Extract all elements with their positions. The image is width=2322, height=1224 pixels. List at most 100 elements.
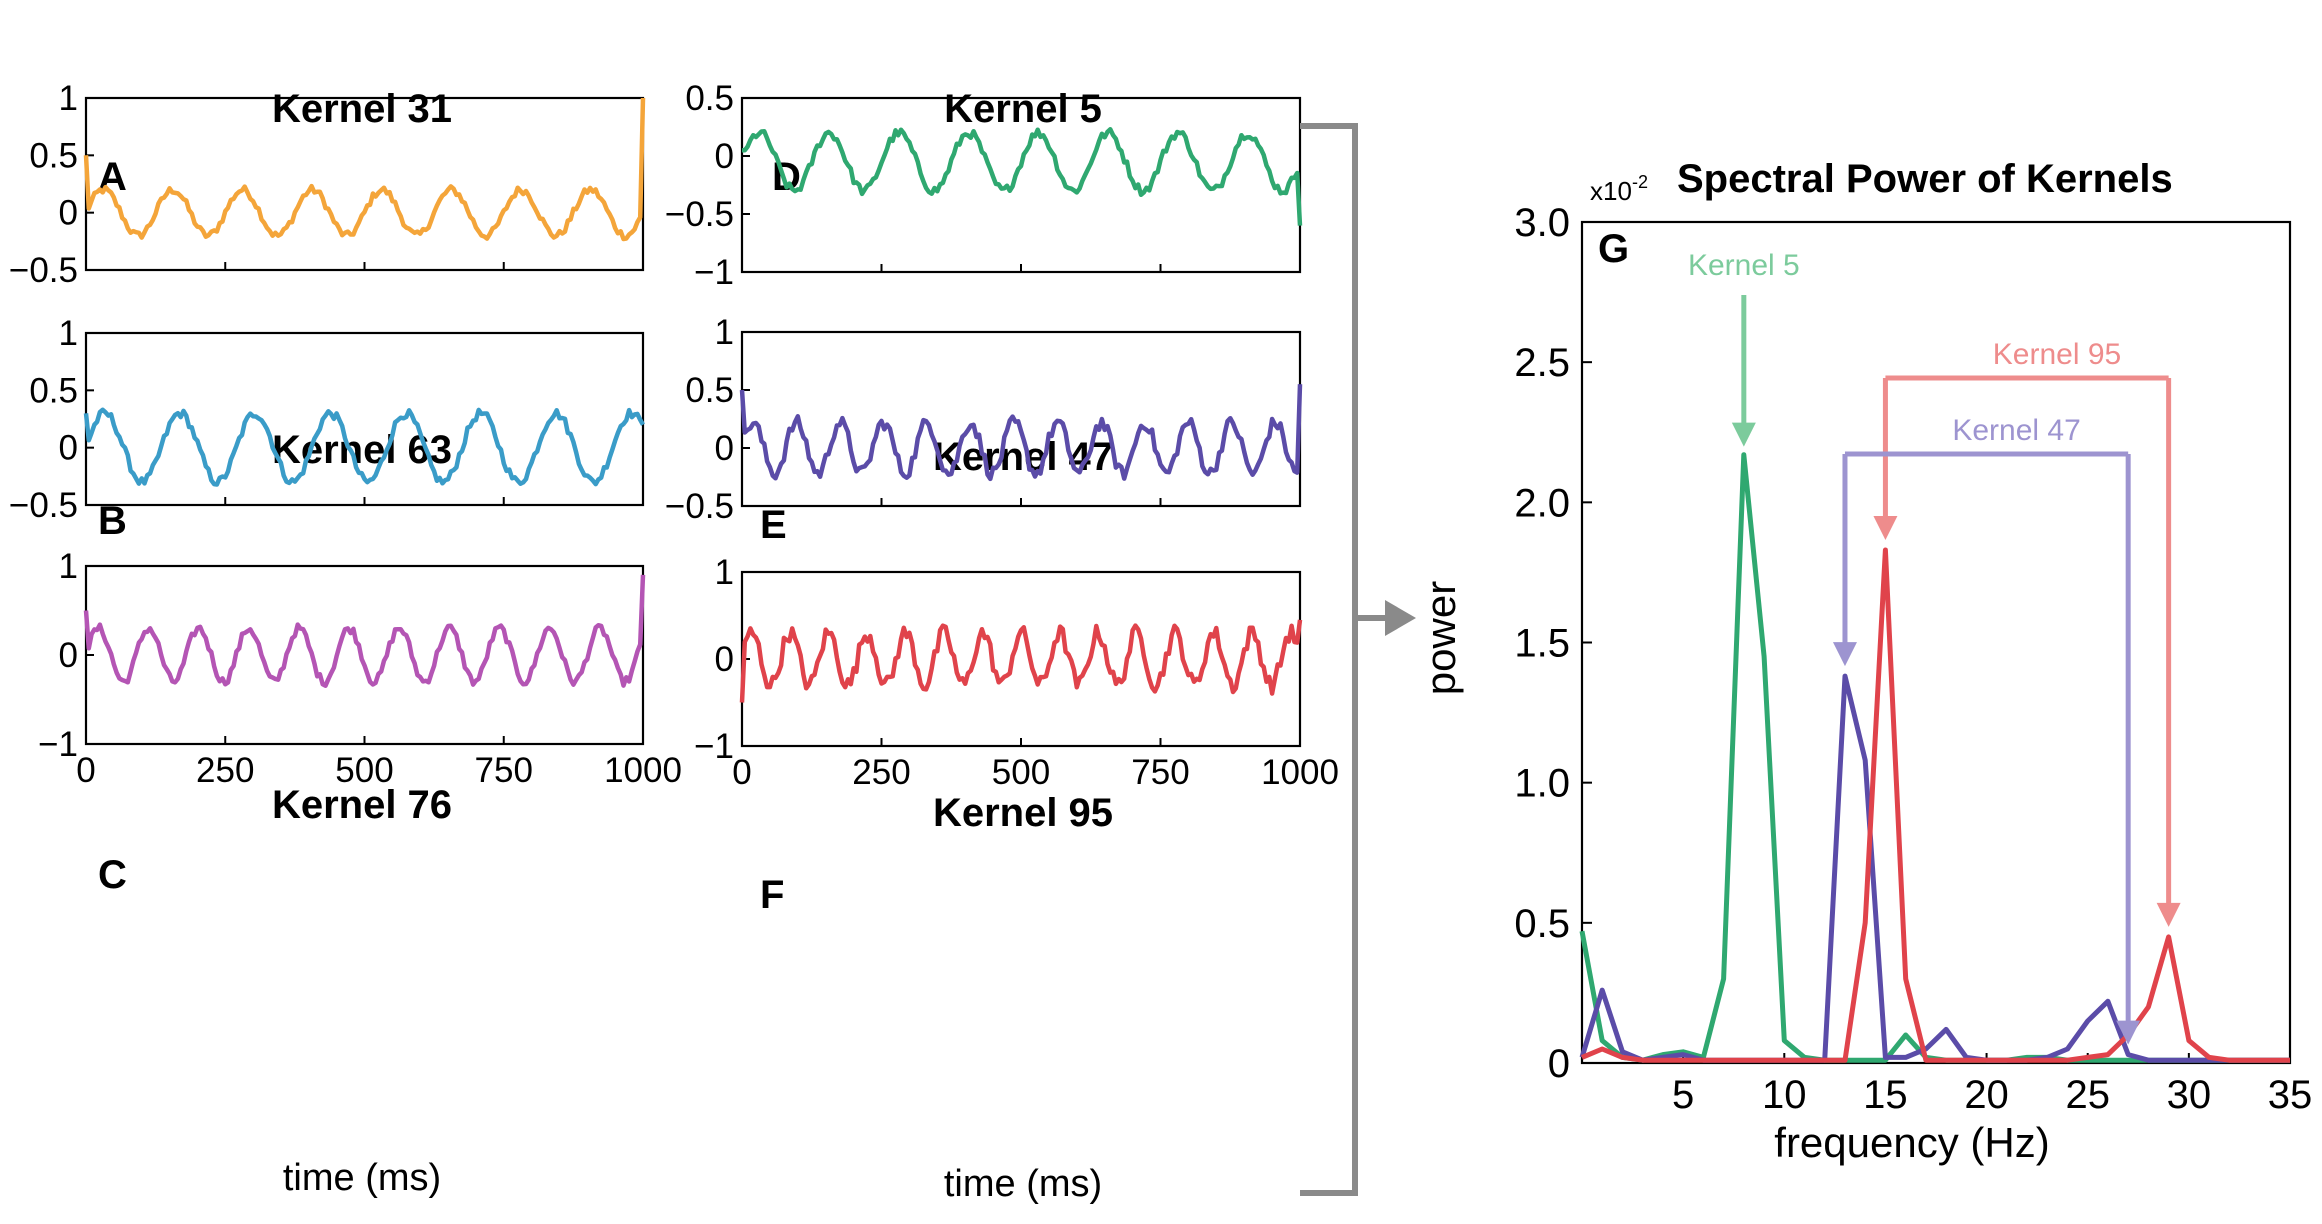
power-series	[1579, 452, 2290, 1063]
x-tick-label: 25	[2065, 1073, 2110, 1117]
panel-c-xlabel: time (ms)	[283, 1157, 441, 1199]
y-tick-label: −1	[694, 727, 734, 766]
y-tick-label: 0.5	[29, 136, 78, 175]
y-tick-label: 0	[59, 429, 78, 468]
y-tick-label: −1	[694, 253, 734, 292]
kernel-trace	[83, 407, 645, 487]
kernel-bracket	[1300, 123, 1358, 1196]
annotation-arrow-head	[1873, 515, 1898, 540]
annotation-arrow-head	[2156, 902, 2181, 927]
y-tick-label: 0.5	[685, 79, 734, 118]
panel-g-letter: G	[1598, 227, 1629, 271]
panel-e-axes: 1 0.5 0 −0.5	[665, 313, 1303, 526]
y-tick-label: 1.5	[1514, 622, 1570, 666]
panel-f-letter: F	[760, 873, 784, 917]
y-tick-label: 0	[715, 429, 734, 468]
panel-g-annotations: Kernel 5 Kernel 95 Kernel 47	[1688, 249, 2181, 1045]
kernel-trace	[741, 127, 1303, 226]
panel-g-scale-base: x10	[1590, 176, 1632, 206]
x-tick-label: 35	[2268, 1073, 2313, 1117]
x-tick-label: 1000	[604, 751, 682, 790]
kernel-trace	[83, 574, 646, 688]
panel-b: Kernel 63 B 10.50−0.5	[9, 314, 645, 543]
panel-c-title: Kernel 76	[272, 783, 452, 827]
panel-f-title: Kernel 95	[933, 791, 1113, 835]
y-tick-label: −0.5	[665, 195, 734, 234]
bracket-arrow-head	[1385, 600, 1416, 636]
y-tick-label: 1	[715, 313, 734, 352]
y-tick-label: 3.0	[1514, 201, 1570, 245]
x-tick-label: 750	[475, 751, 533, 790]
panel-c-letter: C	[98, 853, 127, 897]
y-tick-label: 0	[715, 640, 734, 679]
x-tick-label: 30	[2167, 1073, 2212, 1117]
x-tick-label: 10	[1762, 1073, 1807, 1117]
x-tick-label: 500	[335, 751, 393, 790]
panel-g: Spectral Power of Kernels x10 -2 G 3.0 2.…	[1417, 157, 2312, 1166]
panel-f-xlabel: time (ms)	[944, 1163, 1102, 1205]
panel-c: Kernel 76 C 10−10 250 500 750 1000 time (ms)	[38, 547, 682, 1199]
plot-frame	[740, 330, 1302, 508]
kernel-trace	[83, 97, 646, 242]
panel-g-ylabel: power	[1417, 581, 1464, 695]
panel-f: Kernel 95 F 10−10 250 500 750 1000 time (ms)	[694, 553, 1339, 1205]
y-tick-label: 1	[59, 79, 78, 118]
panel-f-axes: 10−10 250 500 750 1000	[694, 553, 1339, 792]
y-tick-label: 0	[1548, 1042, 1570, 1086]
panel-g-scale-exponent: -2	[1632, 172, 1648, 192]
y-tick-label: 0	[59, 636, 78, 675]
kernel-trace	[739, 619, 1303, 703]
y-tick-label: 0	[59, 194, 78, 233]
x-tick-label: 15	[1863, 1073, 1908, 1117]
x-tick-label: 0	[732, 753, 751, 792]
y-tick-label: 0.5	[29, 371, 78, 410]
panel-d-title: Kernel 5	[944, 87, 1102, 131]
panel-e-letter: E	[760, 503, 787, 547]
x-tick-label: 20	[1964, 1073, 2009, 1117]
y-tick-label: 0.5	[1514, 902, 1570, 946]
y-tick-label: 1	[715, 553, 734, 592]
plot-frame	[1580, 220, 2292, 1065]
annotation-label: Kernel 47	[1952, 414, 2080, 447]
y-tick-label: −1	[38, 725, 78, 764]
y-tick-label: 1	[59, 547, 78, 586]
x-tick-label: 250	[852, 753, 910, 792]
y-tick-label: 2.5	[1514, 341, 1570, 385]
panel-b-letter: B	[98, 499, 127, 543]
panel-a: Kernel 31 A 10.50−0.5	[9, 79, 646, 290]
annotation-label: Kernel 95	[1993, 338, 2121, 371]
annotation-arrow-head	[1731, 422, 1756, 447]
y-tick-label: 0	[715, 137, 734, 176]
bracket-connector	[1300, 123, 1416, 1196]
panel-b-axes: 1 0.5 0 −0.5	[9, 314, 645, 525]
y-tick-label: −0.5	[9, 251, 78, 290]
x-tick-label: 750	[1131, 753, 1189, 792]
x-tick-label: 0	[76, 751, 95, 790]
kernel-trace	[739, 384, 1303, 482]
y-tick-label: 0.5	[685, 371, 734, 410]
panel-e: Kernel 47 E 10.50−0.5	[665, 313, 1303, 547]
plot-frame	[740, 570, 1302, 748]
x-tick-label: 5	[1672, 1073, 1694, 1117]
panel-c-axes: 10−10 250 500 750 1000	[38, 547, 682, 790]
panel-a-axes: 1 0.5 0 −0.5	[9, 79, 646, 290]
panel-g-xlabel: frequency (Hz)	[1774, 1119, 2049, 1166]
panel-g-title: Spectral Power of Kernels	[1677, 157, 2173, 201]
power-series	[1581, 547, 2290, 1063]
y-tick-label: 1	[59, 314, 78, 353]
annotation-label: Kernel 5	[1688, 249, 1800, 282]
x-tick-label: 250	[196, 751, 254, 790]
y-tick-label: 2.0	[1514, 481, 1570, 525]
annotation-arrow-head	[1832, 642, 1857, 667]
annotation-arrow-head	[2116, 1020, 2141, 1045]
panel-d-axes: 0.5 0 −0.5 −1	[665, 79, 1303, 292]
panel-d: Kernel 5 D 0.50−0.5−1	[665, 79, 1303, 292]
panel-g-axes: 3.0 2.5 2.0 1.5 1.0 0.5 0 5 10 15 20 25 30 35	[1514, 201, 2312, 1117]
x-tick-label: 1000	[1261, 753, 1339, 792]
y-tick-label: −0.5	[9, 486, 78, 525]
panel-a-title: Kernel 31	[272, 87, 452, 131]
y-tick-label: −0.5	[665, 487, 734, 526]
y-tick-label: 1.0	[1514, 762, 1570, 806]
x-tick-label: 500	[992, 753, 1050, 792]
